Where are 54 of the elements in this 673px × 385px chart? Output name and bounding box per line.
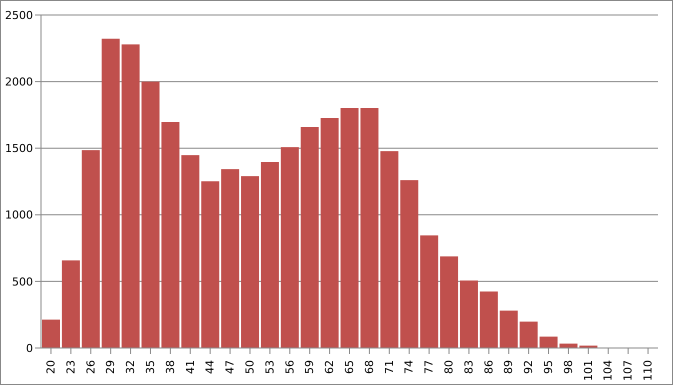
x-tick-label: 86 xyxy=(482,360,496,374)
bar xyxy=(360,108,378,348)
bar xyxy=(320,118,339,348)
bar xyxy=(460,280,478,348)
bar xyxy=(62,260,80,348)
bar xyxy=(221,169,240,348)
x-tick-label: 77 xyxy=(422,360,436,374)
bar xyxy=(42,320,60,348)
x-tick-label: 62 xyxy=(323,360,336,374)
x-tick-label: 26 xyxy=(84,360,98,374)
x-tick-label: 41 xyxy=(184,360,197,374)
x-tick-label: 56 xyxy=(283,360,296,374)
y-tick-label: 2000 xyxy=(5,76,33,89)
bar xyxy=(241,176,260,348)
bar xyxy=(161,122,180,348)
x-tick-label: 44 xyxy=(204,360,217,374)
y-tick-label: 500 xyxy=(12,275,33,288)
x-tick-label: 23 xyxy=(64,360,78,374)
x-tick-label: 71 xyxy=(382,360,396,374)
x-tick-label: 92 xyxy=(522,360,536,374)
x-tick-label: 89 xyxy=(502,360,516,374)
bar xyxy=(340,108,359,348)
bar xyxy=(559,344,578,348)
y-tick-label: 1000 xyxy=(5,208,33,222)
x-tick-label: 98 xyxy=(562,360,575,374)
x-tick-label: 74 xyxy=(402,360,416,374)
x-tick-label: 80 xyxy=(442,360,456,374)
bar xyxy=(142,82,160,348)
x-tick-label: 38 xyxy=(164,360,177,374)
x-tick-label: 53 xyxy=(263,360,276,374)
y-tick-label: 1500 xyxy=(5,142,33,156)
x-tick-label: 59 xyxy=(303,360,316,374)
bar xyxy=(480,292,498,348)
bar xyxy=(440,256,458,348)
x-tick-label: 35 xyxy=(144,360,157,374)
y-tick-label: 2500 xyxy=(5,8,33,22)
x-tick-label: 107 xyxy=(622,360,635,381)
x-tick-label: 83 xyxy=(462,360,476,374)
x-tick-label: 110 xyxy=(642,360,655,381)
y-tick-label: 0 xyxy=(26,342,33,355)
bar xyxy=(540,336,558,348)
x-tick-label: 20 xyxy=(44,360,58,374)
bar xyxy=(260,162,279,348)
bar xyxy=(380,151,398,348)
x-tick-label: 32 xyxy=(124,360,138,374)
x-tick-label: 95 xyxy=(542,360,556,374)
x-tick-label: 65 xyxy=(343,360,356,374)
x-tick-label: 29 xyxy=(104,360,118,374)
x-tick-label: 68 xyxy=(362,360,376,374)
x-tick-label: 47 xyxy=(224,360,237,374)
bar xyxy=(122,44,140,348)
x-tick-label: 50 xyxy=(243,360,256,374)
x-tick-label: 101 xyxy=(582,360,595,381)
x-tick-label: 104 xyxy=(602,360,615,381)
